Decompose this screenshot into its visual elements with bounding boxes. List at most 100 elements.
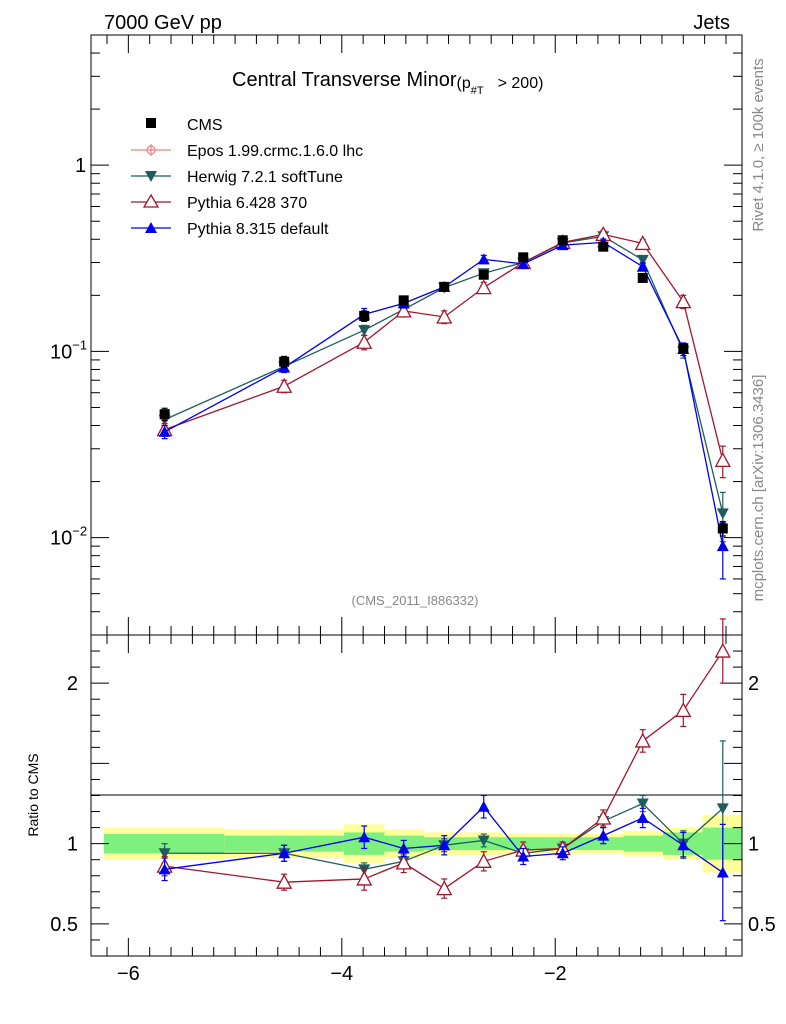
ratio-data-point <box>477 800 490 812</box>
process-label: Jets <box>693 12 730 34</box>
main-y-tick-label: 10−2 <box>50 524 87 550</box>
legend-entry-cms: CMS <box>146 117 223 134</box>
ratio-data-point <box>597 829 610 841</box>
legend-label-cms: CMS <box>187 117 223 134</box>
chart-title-sub-index: #T <box>471 85 484 97</box>
ratio-data-point <box>556 847 569 859</box>
legend-label-pythia6: Pythia 6.428 370 <box>187 195 307 212</box>
main-data-point <box>518 252 529 263</box>
main-series-line <box>164 233 724 461</box>
rivet-version-label: Rivet 4.1.0, ≥ 100k events <box>750 58 767 231</box>
ratio-series-line <box>164 805 724 874</box>
ratio-data-point <box>517 850 530 862</box>
main-y-tick-label: 1 <box>75 155 86 177</box>
main-y-tick-label: 10−1 <box>50 337 87 363</box>
ratio-y-tick-label: 0.5 <box>50 914 78 936</box>
legend: CMS Epos 1.99.crmc.1.6.0 lhc Herwig 7.2.… <box>131 117 363 238</box>
ratio-data-point <box>358 831 371 843</box>
main-data-point <box>159 409 170 420</box>
ratio-data-point <box>675 702 692 718</box>
ratio-data-point <box>395 854 412 870</box>
ratio-data-point <box>436 880 453 896</box>
main-data-point <box>636 260 649 272</box>
ratio-data-point <box>477 835 490 847</box>
main-data-point <box>634 235 651 251</box>
main-data-point <box>439 281 450 292</box>
ratio-y-tick-label: 1 <box>67 834 78 856</box>
main-data-point <box>359 310 370 321</box>
main-data-point <box>517 257 530 269</box>
ratio-data-point <box>677 839 690 851</box>
ratio-data-point <box>716 803 729 815</box>
main-data-point <box>276 377 293 393</box>
main-series-line <box>164 241 724 547</box>
x-tick-label: −4 <box>330 963 353 985</box>
main-data-point <box>716 540 729 552</box>
ratio-plot-frame <box>90 634 743 957</box>
main-data-point <box>557 235 568 246</box>
main-axis-ticks <box>91 34 742 636</box>
main-data-point <box>395 302 412 318</box>
main-data-point <box>598 241 609 252</box>
analysis-id-label: (CMS_2011_I886332) <box>352 593 479 608</box>
pythia8-marker-icon <box>145 222 157 233</box>
ratio-data-point <box>636 798 649 810</box>
ratio-data-point <box>636 811 649 823</box>
x-tick-label: −2 <box>544 963 567 985</box>
ratio-data-point <box>278 847 291 859</box>
main-data-point <box>716 508 729 520</box>
main-data-point <box>356 333 373 349</box>
main-series-line <box>164 235 724 514</box>
ratio-data-point <box>397 842 410 854</box>
ratio-data-point <box>158 863 171 875</box>
ratio-y-tick-label-right: 2 <box>748 673 759 695</box>
ratio-data-point <box>438 839 451 851</box>
mcplots-source-label: mcplots.cern.ch [arXiv:1306.3436] <box>750 375 767 602</box>
main-y-tick-labels: 1 10−1 10−2 <box>50 155 87 549</box>
pythia6-marker-icon <box>142 193 160 208</box>
main-data-point <box>637 272 648 283</box>
ratio-data-point <box>716 866 729 878</box>
main-data-point <box>477 253 490 265</box>
ratio-y-axis-label: Ratio to CMS <box>25 753 41 836</box>
chart-title-tail: > 200) <box>498 75 544 92</box>
chart-title-sub: (p <box>457 75 471 92</box>
ratio-series-line <box>164 650 724 890</box>
ratio-series-1 <box>156 618 731 899</box>
ratio-data-point <box>634 732 651 748</box>
main-series-layer <box>156 226 731 580</box>
legend-entry-epos: Epos 1.99.crmc.1.6.0 lhc <box>131 143 363 160</box>
ratio-y-tick-label-right: 1 <box>748 834 759 856</box>
legend-entry-pythia6: Pythia 6.428 370 <box>131 193 307 212</box>
ratio-series-line <box>164 802 724 870</box>
legend-label-pythia8: Pythia 8.315 default <box>187 221 329 238</box>
ratio-data-point <box>714 642 731 658</box>
ratio-y-tick-label-right: 0.5 <box>748 914 776 936</box>
main-data-point <box>358 325 371 337</box>
main-data-point <box>475 279 492 295</box>
legend-label-herwig: Herwig 7.2.1 softTune <box>187 169 343 186</box>
x-tick-label: −6 <box>117 963 140 985</box>
main-data-point <box>678 343 689 354</box>
chart-title-main: Central Transverse Minor <box>232 69 457 91</box>
main-data-point <box>717 523 728 534</box>
legend-entry-pythia8: Pythia 8.315 default <box>131 221 329 238</box>
ratio-series-2 <box>158 794 729 922</box>
energy-label: 7000 GeV pp <box>104 12 222 34</box>
main-data-point <box>158 425 171 437</box>
main-data-point <box>398 295 409 306</box>
main-data-point <box>279 356 290 367</box>
main-series-3 <box>156 226 731 479</box>
legend-label-epos: Epos 1.99.crmc.1.6.0 lhc <box>187 143 363 160</box>
ratio-data-point <box>356 870 373 886</box>
ratio-y-tick-labels: 2 2 1 1 0.5 0.5 <box>50 673 776 936</box>
ratio-data-point <box>475 852 492 868</box>
herwig-marker-icon <box>145 171 157 182</box>
main-data-point <box>436 308 453 324</box>
main-data-point <box>478 269 489 280</box>
ratio-data-point <box>158 848 171 860</box>
x-tick-labels: −6 −4 −2 <box>117 963 567 985</box>
ratio-data-point <box>595 809 612 825</box>
main-data-point <box>675 293 692 309</box>
